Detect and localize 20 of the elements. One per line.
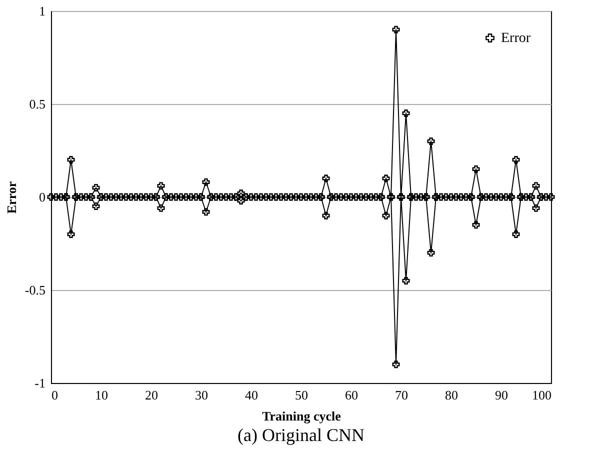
- x-tick-label: 50: [295, 388, 308, 402]
- y-tick-label: -1: [34, 376, 46, 390]
- y-tick-label: 0.5: [29, 96, 46, 112]
- x-tick-label: 70: [395, 388, 408, 402]
- x-tick-label: 60: [345, 388, 358, 402]
- x-tick-label: 100: [532, 388, 552, 402]
- x-tick-label: 80: [445, 388, 458, 402]
- x-tick-label: 40: [245, 388, 258, 402]
- text: (a) Original CNN: [238, 425, 364, 445]
- y-axis-title: Error: [4, 181, 19, 214]
- x-tick-label: 0: [52, 388, 58, 402]
- y-tick-label: 1: [39, 4, 46, 18]
- y-tick-label: -0.5: [24, 282, 46, 298]
- x-tick-label: 20: [145, 388, 158, 402]
- x-tick-label: 30: [195, 388, 208, 402]
- x-axis-title: Training cycle: [262, 408, 342, 424]
- x-tick-label: 10: [95, 388, 108, 402]
- legend-label: Error: [501, 31, 531, 46]
- y-tick-label: 0: [39, 190, 46, 204]
- x-tick-label: 90: [495, 388, 508, 402]
